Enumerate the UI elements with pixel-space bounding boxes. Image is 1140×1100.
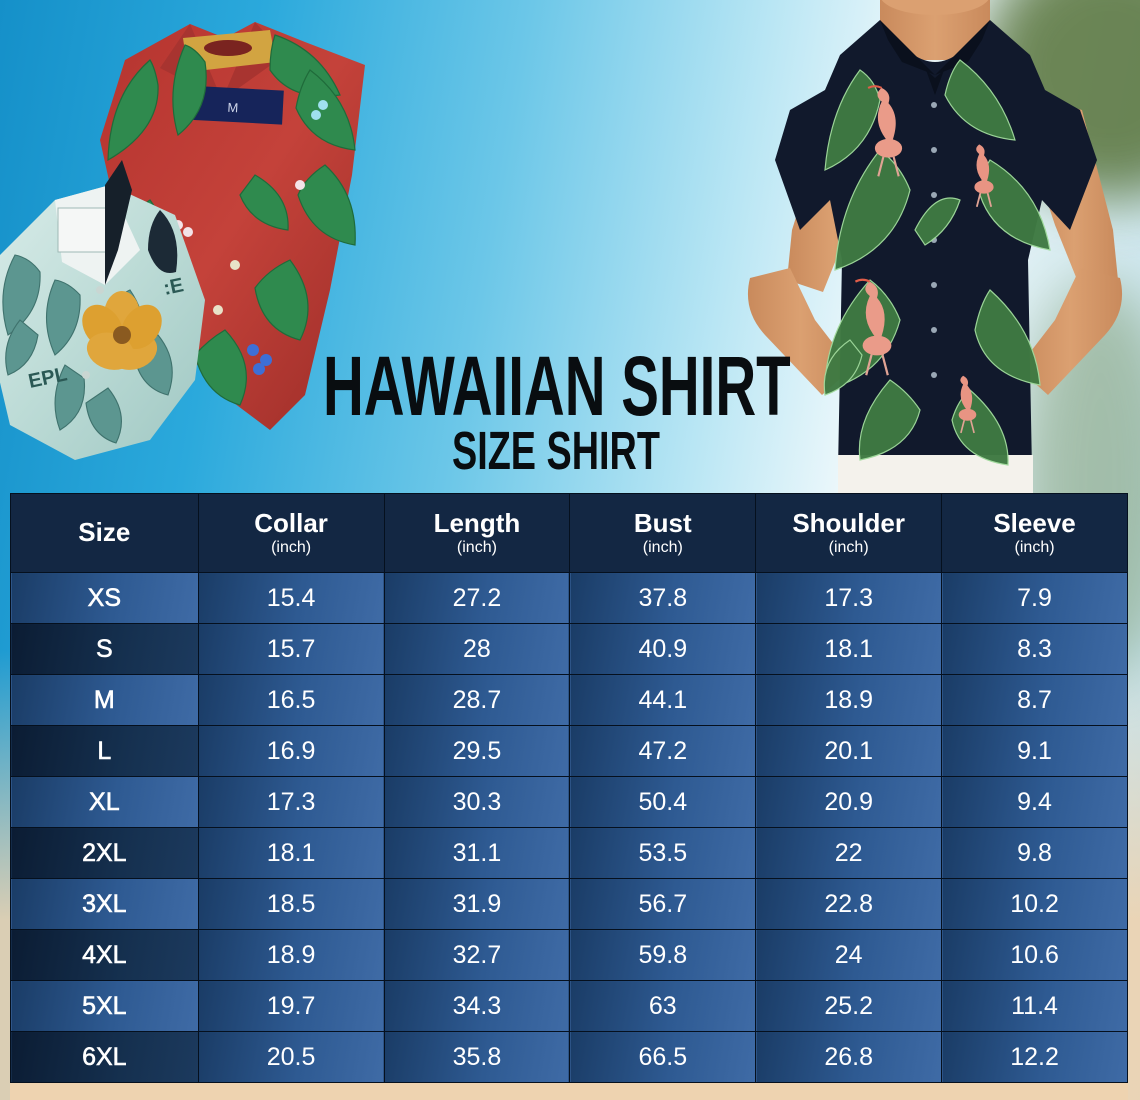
svg-text:M: M: [227, 100, 239, 116]
